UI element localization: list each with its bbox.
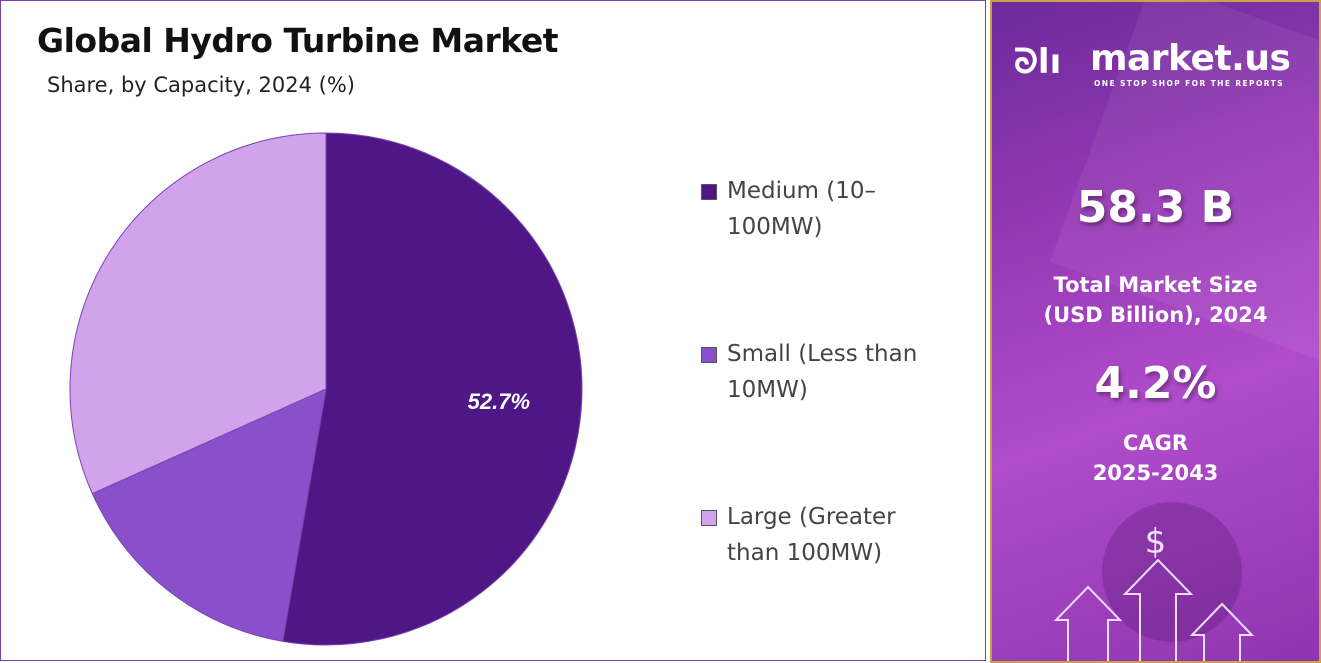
legend-item-medium: Medium (10– 100MW)	[701, 173, 961, 245]
cagr-period: 2025-2043	[1092, 461, 1219, 485]
legend-item-small: Small (Less than 10MW)	[701, 336, 961, 408]
pie-slice-large	[69, 132, 327, 495]
chart-subtitle: Share, by Capacity, 2024 (%)	[47, 73, 355, 97]
chart-panel: Global Hydro Turbine Market Share, by Ca…	[0, 0, 986, 661]
summary-panel: ᘐlı market.us ONE STOP SHOP FOR THE REPO…	[990, 0, 1321, 663]
legend-label: 100MW)	[727, 214, 823, 240]
legend-label: Small (Less than	[727, 341, 918, 367]
legend-item-large: Large (Greater than 100MW)	[701, 499, 961, 571]
logo: ᘐlı market.us ONE STOP SHOP FOR THE REPO…	[1014, 38, 1304, 88]
market-size-value: 58.3 B	[1076, 182, 1235, 233]
chart-title: Global Hydro Turbine Market	[37, 21, 559, 60]
cagr-label: CAGR	[1122, 431, 1189, 455]
market-size-label: (USD Billion), 2024	[1043, 303, 1268, 327]
legend-swatch	[701, 184, 717, 200]
market-size-label: Total Market Size	[1053, 273, 1258, 297]
data-label-medium: 52.7%	[468, 389, 530, 414]
legend-swatch	[701, 510, 717, 526]
legend-label: than 100MW)	[727, 540, 883, 566]
logo-tagline: ONE STOP SHOP FOR THE REPORTS	[1094, 79, 1284, 88]
pie-slice-medium	[282, 132, 583, 646]
legend: Medium (10– 100MW) Small (Less than 10MW…	[701, 173, 961, 662]
growth-arrows-icon	[1053, 558, 1255, 661]
legend-swatch	[701, 347, 717, 363]
pie-chart: 52.7%	[69, 132, 583, 646]
legend-label: Large (Greater	[727, 504, 896, 530]
logo-mark-icon: ᘐlı	[1014, 42, 1062, 82]
legend-label: Medium (10–	[727, 178, 877, 204]
dollar-icon: $	[1144, 522, 1167, 562]
legend-label: 10MW)	[727, 377, 808, 403]
background-decoration	[1102, 502, 1242, 642]
pie-slice-small	[91, 388, 327, 642]
logo-text: market.us	[1090, 38, 1291, 79]
cagr-value: 4.2%	[1094, 358, 1217, 409]
